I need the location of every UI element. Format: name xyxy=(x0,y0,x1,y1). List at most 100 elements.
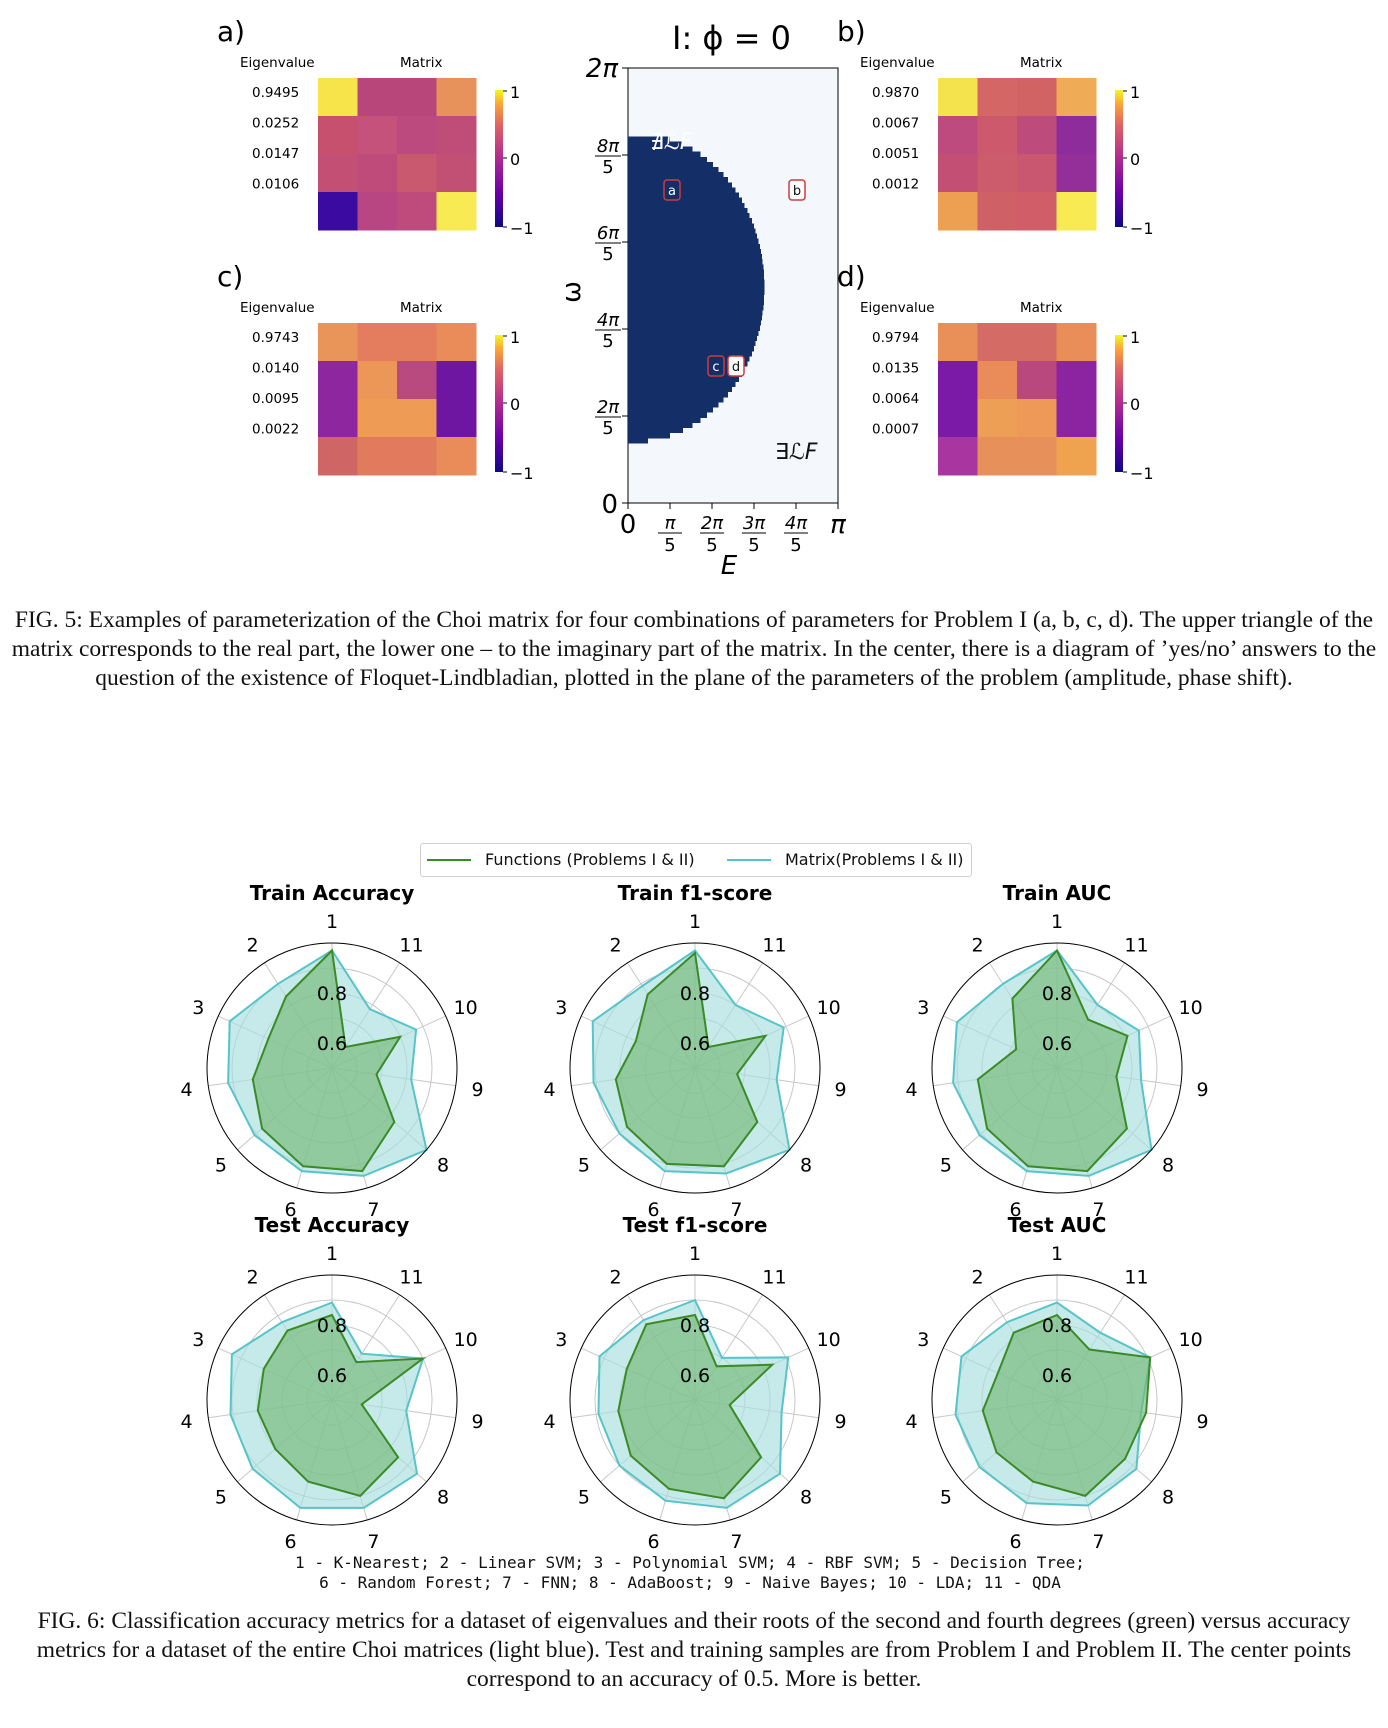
matrix-cell xyxy=(357,323,398,362)
matrix-cell xyxy=(977,154,1018,193)
matrix-cell xyxy=(357,154,398,193)
marker-label: c xyxy=(712,360,719,375)
ytick-label-numerator: 2π xyxy=(597,397,620,418)
category-label: 5 xyxy=(215,1486,227,1508)
matrix-cell xyxy=(318,154,358,193)
category-label: 3 xyxy=(555,997,567,1019)
radial-tick-label: 0.6 xyxy=(317,1365,347,1387)
matrix-cell xyxy=(977,323,1018,362)
eigenvalue: 0.0147 xyxy=(252,146,299,162)
radial-tick-label: 0.6 xyxy=(680,1365,710,1387)
eigenvalue: 0.0135 xyxy=(872,361,919,377)
matrix-cell xyxy=(357,437,398,476)
eigenvalue: 0.0012 xyxy=(872,177,919,193)
marker-box xyxy=(788,179,806,201)
matrix-cell xyxy=(436,154,477,193)
matrix-cell xyxy=(357,399,398,438)
ytick-label-numerator: 6π xyxy=(597,223,620,244)
xtick-label-numerator: π xyxy=(665,513,677,534)
radar-title: Test Accuracy xyxy=(255,1213,410,1237)
matrix-cell xyxy=(318,361,358,400)
xtick-label-denominator: 5 xyxy=(790,535,801,556)
category-label: 6 xyxy=(285,1531,297,1553)
matrix-cell xyxy=(357,192,398,231)
colorbar-tick-label: −1 xyxy=(510,219,534,238)
category-label: 3 xyxy=(917,997,929,1019)
phase-title: I: ϕ = 0 xyxy=(672,19,791,57)
ytick-label: 2π xyxy=(586,54,619,84)
category-label: 9 xyxy=(471,1411,483,1433)
category-label: 3 xyxy=(192,1329,204,1351)
category-label: 1 xyxy=(1051,911,1063,933)
matrix-header: Matrix xyxy=(400,55,443,71)
outer-circle xyxy=(569,1274,821,1526)
radar-chart: 0.6 0.8 1 2 3 4 5 6 7 8 9 10 11 Test AUC xyxy=(905,1213,1208,1553)
radial-tick-label: 0.6 xyxy=(317,1033,347,1055)
marker-label: d xyxy=(732,360,740,375)
category-label: 5 xyxy=(940,1486,952,1508)
category-label: 8 xyxy=(437,1486,449,1508)
matrix-cell xyxy=(397,116,437,155)
marker-label: a xyxy=(668,184,676,199)
ytick-label-numerator: 8π xyxy=(597,136,620,157)
colorbar-tick-label: −1 xyxy=(1130,219,1154,238)
radar-title: Train AUC xyxy=(1003,881,1112,905)
eigenvalue: 0.0106 xyxy=(252,177,299,193)
classifier-key-line1: 1 - K-Nearest; 2 - Linear SVM; 3 - Polyn… xyxy=(295,1553,1085,1572)
category-label: 3 xyxy=(917,1329,929,1351)
matrix-panel-a: a) Eigenvalue Matrix 0.9495 0.0252 0.0147 0.01… xyxy=(217,15,534,238)
fig5-figure: a) Eigenvalue Matrix 0.9495 0.0252 0.0147 0.01… xyxy=(217,15,1154,581)
functions-series xyxy=(251,948,403,1173)
region-label-not-exists: ∄ℒF xyxy=(650,130,693,155)
category-label: 10 xyxy=(1179,997,1203,1019)
radar-chart: 0.6 0.8 1 2 3 4 5 6 7 8 9 10 11 Test f1-score xyxy=(543,1213,846,1553)
legend-label-functions: Functions (Problems I & II) xyxy=(485,850,695,869)
matrix-cell xyxy=(1056,323,1097,362)
radial-tick-label: 0.8 xyxy=(317,1315,347,1337)
matrix-cell xyxy=(1017,437,1057,476)
fig5-caption: FIG. 5: Examples of parameterization of … xyxy=(11,607,1377,691)
matrix-cell xyxy=(357,361,398,400)
category-label: 1 xyxy=(326,911,338,933)
matrix-cell xyxy=(938,192,978,231)
category-label: 9 xyxy=(834,1411,846,1433)
ytick-label-denominator: 5 xyxy=(602,331,613,352)
matrix-panel-b: b) Eigenvalue Matrix 0.9870 0.0067 0.0051 0.00… xyxy=(837,15,1154,238)
eigenvalue: 0.0064 xyxy=(872,391,919,407)
xtick-label-numerator: 4π xyxy=(785,513,808,534)
radar-chart: 0.6 0.8 1 2 3 4 5 6 7 8 9 10 11 Train AUC xyxy=(905,881,1208,1221)
outer-circle xyxy=(206,1274,458,1526)
category-label: 1 xyxy=(1051,1243,1063,1265)
outer-circle xyxy=(931,1274,1183,1526)
region-label-exists: ∃ℒF xyxy=(775,440,818,465)
category-label: 9 xyxy=(834,1079,846,1101)
category-label: 8 xyxy=(437,1154,449,1176)
colorbar xyxy=(495,90,503,227)
legend-item-functions: Functions (Problems I & II) xyxy=(427,850,695,869)
category-label: 4 xyxy=(543,1411,555,1433)
category-label: 6 xyxy=(648,1199,660,1221)
ytick-label: 0 xyxy=(601,490,618,520)
category-label: 4 xyxy=(905,1079,917,1101)
matrix-header: Matrix xyxy=(400,300,443,316)
functions-series xyxy=(256,1313,427,1498)
ytick-label-denominator: 5 xyxy=(602,157,613,178)
legend-item-matrix: Matrix(Problems I & II) xyxy=(727,850,964,869)
fig6-classifier-key: 1 - K-Nearest; 2 - Linear SVM; 3 - Polyn… xyxy=(240,1553,1140,1593)
colorbar-tick-label: −1 xyxy=(1130,464,1154,483)
category-label: 10 xyxy=(817,1329,841,1351)
radial-tick-label: 0.8 xyxy=(1042,1315,1072,1337)
matrix-cell xyxy=(397,192,437,231)
category-label: 8 xyxy=(800,1154,812,1176)
eigenvalue-header: Eigenvalue xyxy=(860,55,935,71)
marker-box xyxy=(663,179,681,201)
matrix-cell xyxy=(1017,361,1057,400)
matrix-cell xyxy=(977,399,1018,438)
eigenvalue: 0.0007 xyxy=(872,422,919,438)
matrix-header: Matrix xyxy=(1020,55,1063,71)
eigenvalue-header: Eigenvalue xyxy=(240,55,315,71)
colorbar-tick-label: 0 xyxy=(1130,150,1140,169)
category-label: 1 xyxy=(689,1243,701,1265)
matrix-cell xyxy=(436,192,477,231)
xtick-label-denominator: 5 xyxy=(706,535,717,556)
